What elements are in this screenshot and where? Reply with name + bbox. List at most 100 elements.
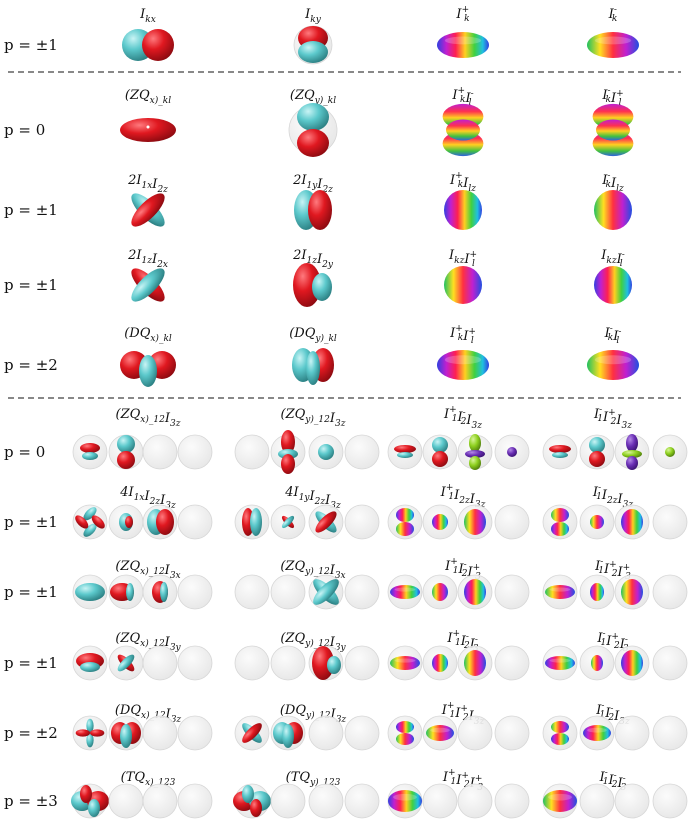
three-spin-shape xyxy=(72,574,108,610)
three-spin-shape xyxy=(108,783,144,819)
shape-ik-minus xyxy=(587,32,639,58)
three-spin-shape xyxy=(142,783,178,819)
highlight xyxy=(394,658,416,663)
lobe xyxy=(591,655,603,671)
lobe xyxy=(120,118,176,142)
three-spin-shape xyxy=(72,645,108,681)
three-spin-shape xyxy=(542,715,578,751)
lobe xyxy=(120,724,132,748)
three-spin-shape xyxy=(494,434,530,470)
operator-label: (DQy)_12I3z xyxy=(280,703,347,725)
three-spin-shape xyxy=(142,645,178,681)
lobe xyxy=(545,656,575,670)
operator-label: 2I1yI2z xyxy=(292,173,333,195)
lobe xyxy=(464,509,486,535)
lobe xyxy=(131,268,165,302)
lobe xyxy=(444,190,482,230)
lobe xyxy=(626,434,638,452)
lobe xyxy=(590,515,604,529)
lobe xyxy=(432,451,448,467)
operator-label: (ZQx)_kl xyxy=(125,88,171,106)
three-spin-shape xyxy=(579,783,615,819)
three-spin-shape xyxy=(72,434,108,470)
lobe xyxy=(156,509,174,535)
lobe xyxy=(80,443,100,453)
operator-label: (ZQy)_12I3z xyxy=(281,407,346,429)
operator-label: Iky xyxy=(304,7,322,25)
operator-label: I+ kI-l xyxy=(451,86,473,108)
lobe xyxy=(250,799,262,817)
lobe xyxy=(312,646,334,680)
three-spin-shape xyxy=(177,783,213,819)
coherence-order-label: p = ±1 xyxy=(4,513,58,531)
highlight xyxy=(393,793,417,801)
lobe xyxy=(318,444,334,460)
three-spin-shape xyxy=(579,434,615,470)
shape-2i1z-i2x xyxy=(131,268,165,302)
three-spin-shape xyxy=(344,504,380,540)
three-spin-shape xyxy=(542,645,578,681)
three-spin-shape xyxy=(422,504,458,540)
three-spin-shape xyxy=(457,715,493,751)
reference-sphere xyxy=(344,574,380,610)
three-spin-shape xyxy=(344,645,380,681)
lobe xyxy=(396,522,414,536)
reference-sphere xyxy=(652,783,688,819)
reference-sphere xyxy=(457,715,493,751)
highlight xyxy=(444,36,482,45)
shape-iky xyxy=(293,25,333,65)
lobe xyxy=(622,450,642,458)
lobe xyxy=(83,523,97,537)
lobe xyxy=(312,273,332,301)
lobe xyxy=(545,585,575,599)
operator-label: (ZQy)_12I3y xyxy=(280,631,346,653)
operator-label: IkzI-l xyxy=(600,248,625,269)
shape-ikx xyxy=(122,29,174,61)
lobe xyxy=(91,515,105,529)
three-spin-shape xyxy=(542,434,578,470)
lobe xyxy=(308,190,332,230)
lobe xyxy=(549,445,571,453)
lobe xyxy=(90,729,105,737)
three-spin-shape xyxy=(177,574,213,610)
reference-sphere xyxy=(177,504,213,540)
coherence-order-label: p = ±1 xyxy=(4,276,58,294)
operator-label: (DQx)_12I3z xyxy=(115,703,182,725)
reference-sphere xyxy=(457,783,493,819)
lobe xyxy=(432,437,448,453)
lobe xyxy=(551,522,569,536)
three-spin-shape xyxy=(387,504,423,540)
coherence-order-label: p = ±1 xyxy=(4,654,58,672)
highlight xyxy=(594,355,632,365)
coherence-order-label: p = ±3 xyxy=(4,792,58,810)
shape-ikp-ilp xyxy=(437,350,489,380)
lobe xyxy=(626,456,638,470)
lobe xyxy=(388,790,422,812)
reference-sphere xyxy=(270,783,306,819)
three-spin-shape xyxy=(542,574,578,610)
reference-sphere xyxy=(422,783,458,819)
operator-label: 2I1zI2x xyxy=(127,248,168,270)
lobe xyxy=(397,452,413,458)
lobe xyxy=(281,454,295,474)
lobe xyxy=(297,103,329,131)
lobe xyxy=(469,434,481,452)
lobe xyxy=(82,452,98,460)
lobe xyxy=(596,119,630,141)
three-spin-shape xyxy=(457,645,493,681)
three-spin-shape xyxy=(142,434,178,470)
reference-sphere xyxy=(234,574,270,610)
three-spin-shape xyxy=(270,645,306,681)
highlight xyxy=(594,36,632,45)
lobe xyxy=(469,456,481,470)
lobe xyxy=(426,725,454,741)
three-spin-shape xyxy=(344,574,380,610)
lobe xyxy=(282,724,294,748)
three-spin-shape xyxy=(387,574,423,610)
three-spin-shape xyxy=(308,504,344,540)
three-spin-shape xyxy=(72,715,108,751)
three-spin-shape xyxy=(614,434,650,470)
coherence-order-label: p = ±1 xyxy=(4,583,58,601)
three-spin-shape xyxy=(108,645,144,681)
lobe xyxy=(117,435,135,453)
